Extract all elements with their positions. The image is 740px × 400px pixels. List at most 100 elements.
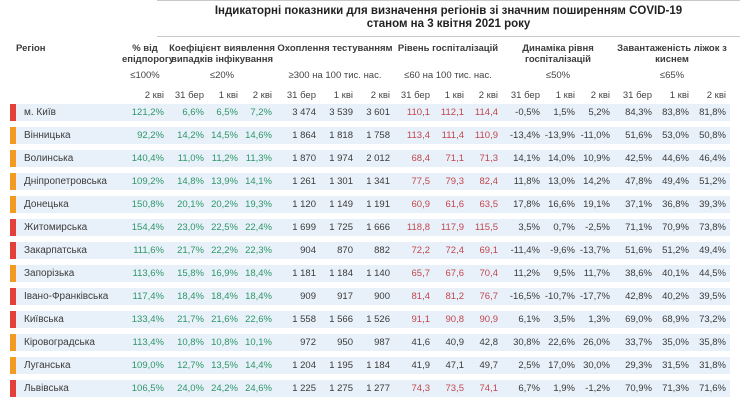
region-name: Кіровоградська xyxy=(24,337,95,348)
oxygen-beds-occupancy-value: 83,8% xyxy=(662,107,689,118)
column-group-threshold: ≤100% xyxy=(130,70,160,81)
testing-coverage-value: 3 601 xyxy=(366,107,390,118)
table-header: Регіон % від епідпорогу Коефіцієнт виявле… xyxy=(0,37,740,104)
oxygen-beds-occupancy-value: 29,3% xyxy=(625,360,652,371)
table-row: Вінницька 92,2% 14,2% 14,5% 14,6% 1 864 1 818 1… xyxy=(10,127,730,144)
region-status-marker xyxy=(10,311,16,328)
hospitalization-dynamics-value: -13,4% xyxy=(509,130,540,141)
column-group-threshold: ≤20% xyxy=(209,70,235,81)
hospitalization-level-value: 117,9 xyxy=(440,222,464,233)
testing-coverage-value: 987 xyxy=(374,337,390,348)
region-status-marker xyxy=(10,380,16,397)
column-date-label: 31 бер xyxy=(286,90,316,101)
column-date-label: 1 кві xyxy=(669,90,689,101)
hospitalization-level-value: 72,2 xyxy=(411,245,431,256)
testing-coverage-value: 1 204 xyxy=(292,360,316,371)
hospitalization-level-value: 81,2 xyxy=(445,291,465,302)
region-status-marker xyxy=(10,288,16,305)
hospitalization-level-value: 79,3 xyxy=(445,176,465,187)
testing-coverage-value: 1 195 xyxy=(329,360,353,371)
hospitalization-dynamics-value: 14,1% xyxy=(513,153,540,164)
region-name: Вінницька xyxy=(24,130,71,141)
detection-coef-value: 22,3% xyxy=(245,245,272,256)
table-row: Кіровоградська 113,4% 10,8% 10,8% 10,1% 972 95… xyxy=(10,334,730,351)
hospitalization-level-value: 111,4 xyxy=(441,130,464,141)
testing-coverage-value: 3 474 xyxy=(292,107,316,118)
header-group-row: Регіон % від епідпорогу Коефіцієнт виявле… xyxy=(10,43,730,65)
oxygen-beds-occupancy-value: 51,2% xyxy=(662,245,689,256)
hospitalization-level-value: 41,6 xyxy=(411,337,431,348)
region-status-marker xyxy=(10,265,16,282)
detection-coef-value: 16,9% xyxy=(211,268,238,279)
hospitalization-dynamics-value: 2,5% xyxy=(518,360,540,371)
oxygen-beds-occupancy-value: 51,6% xyxy=(625,130,652,141)
oxygen-beds-occupancy-value: 73,8% xyxy=(699,222,726,233)
oxygen-beds-occupancy-value: 69,0% xyxy=(625,314,652,325)
hospitalization-dynamics-value: 19,1% xyxy=(583,199,610,210)
epid-threshold-value: 113,6% xyxy=(132,268,164,279)
testing-coverage-value: 1 526 xyxy=(366,314,390,325)
hospitalization-level-value: 47,1 xyxy=(445,360,465,371)
oxygen-beds-occupancy-value: 71,6% xyxy=(699,383,726,394)
table-row: Луганська 109,0% 12,7% 13,5% 14,4% 1 204 1 195… xyxy=(10,357,730,374)
column-group-name: Коефіцієнт виявлення випадків інфікуванн… xyxy=(169,43,275,65)
oxygen-beds-occupancy-value: 31,8% xyxy=(699,360,726,371)
epid-threshold-value: 150,8% xyxy=(131,199,164,210)
oxygen-beds-occupancy-value: 39,3% xyxy=(699,199,726,210)
testing-coverage-value: 1 184 xyxy=(329,268,353,279)
hospitalization-level-value: 82,4 xyxy=(479,176,499,187)
column-date-label: 2 кві xyxy=(144,90,164,101)
detection-coef-value: 6,6% xyxy=(182,107,204,118)
detection-coef-value: 10,1% xyxy=(245,337,272,348)
detection-coef-value: 18,4% xyxy=(177,291,204,302)
detection-coef-value: 22,2% xyxy=(211,245,238,256)
hospitalization-dynamics-value: -11,0% xyxy=(580,130,610,141)
testing-coverage-value: 950 xyxy=(337,337,353,348)
region-name: Івано-Франківська xyxy=(24,291,109,302)
hospitalization-level-value: 72,4 xyxy=(445,245,465,256)
table-row: Закарпатська 111,6% 21,7% 22,2% 22,3% 904 870 8… xyxy=(10,242,730,259)
testing-coverage-value: 904 xyxy=(300,245,316,256)
testing-coverage-value: 1 261 xyxy=(292,176,316,187)
table-row: Львівська 106,5% 24,0% 24,2% 24,6% 1 225 1 275… xyxy=(10,380,730,397)
region-status-marker xyxy=(10,357,16,374)
detection-coef-value: 14,8% xyxy=(177,176,204,187)
hospitalization-dynamics-value: 11,2% xyxy=(513,268,540,279)
detection-coef-value: 14,4% xyxy=(245,360,272,371)
testing-coverage-value: 3 539 xyxy=(329,107,353,118)
region-name: Донецька xyxy=(24,199,69,210)
testing-coverage-value: 1 864 xyxy=(292,130,316,141)
detection-coef-value: 10,8% xyxy=(211,337,238,348)
hospitalization-dynamics-value: 26,0% xyxy=(583,337,610,348)
hospitalization-level-value: 60,9 xyxy=(411,199,431,210)
testing-coverage-value: 1 341 xyxy=(366,176,390,187)
hospitalization-level-value: 90,9 xyxy=(479,314,499,325)
hospitalization-level-value: 61,6 xyxy=(445,199,465,210)
oxygen-beds-occupancy-value: 40,2% xyxy=(662,291,689,302)
detection-coef-value: 22,5% xyxy=(211,222,238,233)
testing-coverage-value: 1 275 xyxy=(329,383,353,394)
table-row: Київська 133,4% 21,7% 21,6% 22,6% 1 558 1 566 1… xyxy=(10,311,730,328)
hospitalization-level-value: 110,9 xyxy=(474,130,498,141)
hospitalization-dynamics-value: 1,5% xyxy=(553,107,575,118)
hospitalization-level-value: 71,1 xyxy=(445,153,465,164)
oxygen-beds-occupancy-value: 36,8% xyxy=(662,199,689,210)
region-status-marker xyxy=(10,127,16,144)
epid-threshold-value: 121,2% xyxy=(131,107,164,118)
region-cell: Луганська xyxy=(10,357,122,374)
oxygen-beds-occupancy-value: 35,8% xyxy=(699,337,726,348)
region-cell: Івано-Франківська xyxy=(10,288,122,305)
detection-coef-value: 21,7% xyxy=(177,245,204,256)
header-threshold-row: ≤100% ≤20% ≥300 на 100 тис. нас. ≤60 на 100… xyxy=(10,65,730,81)
hospitalization-level-value: 110,1 xyxy=(406,107,430,118)
hospitalization-level-value: 90,8 xyxy=(445,314,465,325)
oxygen-beds-occupancy-value: 49,4% xyxy=(699,245,726,256)
region-cell: Дніпропетровська xyxy=(10,173,122,190)
column-date-label: 2 кві xyxy=(706,90,726,101)
hospitalization-dynamics-value: -16,5% xyxy=(509,291,540,302)
detection-coef-value: 20,2% xyxy=(211,199,238,210)
hospitalization-dynamics-value: -0,5% xyxy=(515,107,540,118)
hospitalization-level-value: 112,1 xyxy=(440,107,464,118)
detection-coef-value: 13,9% xyxy=(211,176,238,187)
table-row: Волинська 140,4% 11,0% 11,2% 11,3% 1 870 1 974… xyxy=(10,150,730,167)
